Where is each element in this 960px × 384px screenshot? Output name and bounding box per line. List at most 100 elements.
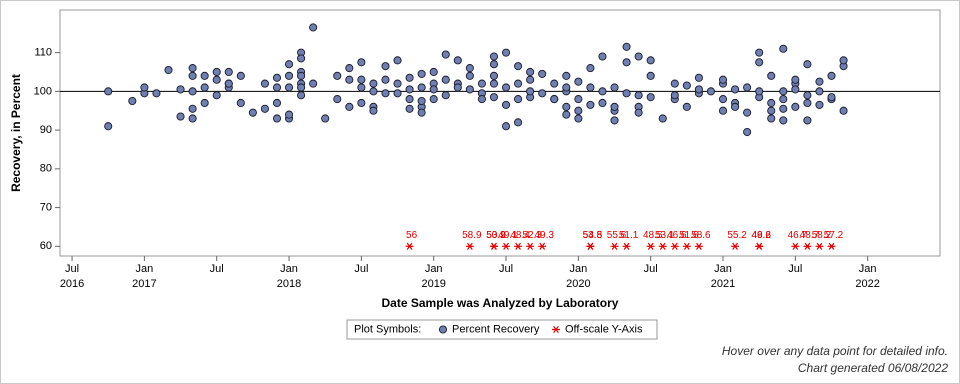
data-point xyxy=(803,98,812,108)
plot-area xyxy=(59,9,941,257)
data-point xyxy=(393,56,402,65)
data-point xyxy=(779,104,788,113)
data-point xyxy=(634,108,643,117)
note: Chart generated 06/08/2022 xyxy=(798,361,948,375)
data-point xyxy=(514,62,523,71)
data-point xyxy=(670,79,679,88)
data-point xyxy=(188,114,197,123)
data-point xyxy=(706,87,716,96)
data-point xyxy=(405,73,414,82)
data-point xyxy=(646,71,655,80)
data-point xyxy=(381,62,390,71)
data-label: 51.6 xyxy=(679,230,699,241)
data-point xyxy=(297,54,306,63)
data-point xyxy=(357,98,366,108)
offscale-point xyxy=(514,242,523,250)
data-point xyxy=(839,56,848,65)
data-label: 58.9 xyxy=(462,230,482,241)
data-point xyxy=(236,71,245,80)
offscale-point xyxy=(622,242,631,250)
y-tick-label: 80 xyxy=(40,163,52,175)
data-point xyxy=(574,106,583,115)
data-point xyxy=(477,95,486,104)
data-label: 58.2 xyxy=(812,230,832,241)
data-point xyxy=(550,95,559,104)
data-point xyxy=(694,73,703,82)
data-point xyxy=(755,87,764,96)
offscale-point xyxy=(815,242,824,250)
x-tick-label: Jul xyxy=(354,263,368,275)
data-point xyxy=(441,91,450,100)
x-tick-label: Jul xyxy=(499,263,513,275)
data-point xyxy=(501,122,511,131)
data-point xyxy=(477,79,486,88)
data-point xyxy=(429,67,438,77)
x-tick-label: Jul xyxy=(210,263,224,275)
data-label: 50.9 xyxy=(486,230,506,241)
data-point xyxy=(622,42,631,51)
data-point xyxy=(501,100,511,109)
y-tick-label: 100 xyxy=(34,85,52,97)
data-point xyxy=(176,85,185,94)
data-point xyxy=(586,100,595,109)
data-point xyxy=(405,104,414,113)
data-point xyxy=(550,79,559,88)
data-point xyxy=(574,95,583,104)
data-point xyxy=(369,79,378,88)
data-point xyxy=(284,110,294,119)
data-point xyxy=(212,91,221,100)
data-point xyxy=(767,98,776,108)
data-point xyxy=(743,83,752,92)
y-axis-title: Recovery, in Percent xyxy=(9,74,23,192)
data-point xyxy=(417,108,426,117)
data-point xyxy=(634,91,643,100)
data-point xyxy=(140,83,149,92)
data-point xyxy=(188,87,197,96)
data-point xyxy=(839,106,848,115)
data-point xyxy=(562,83,571,92)
data-point xyxy=(393,89,402,98)
data-point xyxy=(224,67,233,77)
data-point xyxy=(598,52,607,61)
data-point xyxy=(538,89,547,98)
data-label: 55.2 xyxy=(727,230,747,241)
data-point xyxy=(272,73,282,82)
data-point xyxy=(646,56,655,65)
data-point xyxy=(526,67,535,77)
data-point xyxy=(200,98,209,108)
data-label: 53.2 xyxy=(486,230,506,241)
data-point xyxy=(345,102,354,111)
data-point xyxy=(176,112,185,121)
data-point xyxy=(489,60,499,69)
data-point xyxy=(827,93,836,102)
offscale-point xyxy=(538,242,547,250)
data-point xyxy=(272,83,282,92)
x-tick-year: 2019 xyxy=(421,278,445,290)
data-point xyxy=(104,87,113,96)
data-point xyxy=(357,75,366,84)
data-point xyxy=(718,95,728,104)
data-point xyxy=(755,58,764,67)
data-point xyxy=(779,87,788,96)
data-point xyxy=(815,100,824,109)
data-point xyxy=(803,91,812,100)
data-point xyxy=(718,75,728,84)
offscale-point xyxy=(791,242,800,250)
data-point xyxy=(682,102,691,111)
data-point xyxy=(345,64,354,73)
data-label: 49.6 xyxy=(751,230,771,241)
y-tick-label: 110 xyxy=(34,47,52,59)
x-tick-year: 2018 xyxy=(277,278,301,290)
legend xyxy=(346,319,658,340)
data-point xyxy=(622,89,631,98)
data-point xyxy=(803,116,812,125)
legend-title: Plot Symbols: xyxy=(354,323,421,335)
data-point xyxy=(212,75,221,84)
x-axis-title: Date Sample was Analyzed by Laboratory xyxy=(382,296,619,310)
data-point xyxy=(791,85,800,94)
data-point xyxy=(104,122,113,131)
data-point xyxy=(357,58,366,67)
data-point xyxy=(357,83,366,92)
data-point xyxy=(489,71,499,80)
